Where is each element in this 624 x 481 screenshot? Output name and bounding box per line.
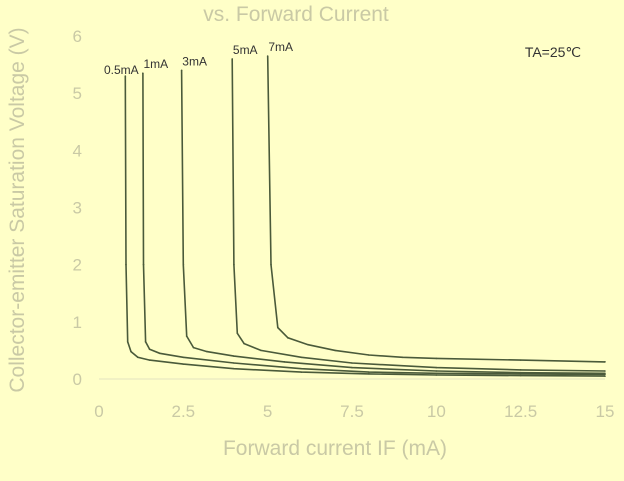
data-point <box>185 335 188 337</box>
data-point <box>124 75 127 77</box>
x-tick-label: 0 <box>94 402 103 421</box>
data-point <box>125 263 127 266</box>
data-point <box>266 55 269 57</box>
data-point <box>233 263 235 266</box>
data-point <box>368 354 370 356</box>
data-point <box>182 263 185 266</box>
chart-title: vs. Forward Current <box>203 3 389 26</box>
data-point <box>206 350 208 353</box>
y-tick-label: 0 <box>73 370 82 389</box>
series-line-1mA <box>142 73 606 376</box>
data-point <box>351 362 353 364</box>
data-point <box>401 356 404 359</box>
x-axis-ticks: 0 2.5 5 7.5 10 12.5 15 <box>94 402 614 421</box>
data-point <box>130 350 132 353</box>
x-axis-title: Forward current IF (mA) <box>223 437 447 460</box>
x-tick-label: 15 <box>596 402 615 421</box>
data-point <box>260 349 262 352</box>
y-tick-label: 3 <box>73 199 82 218</box>
data-point <box>233 355 235 357</box>
series-line-3mA <box>180 70 606 375</box>
y-axis-title: Collector-emitter Saturation Voltage (V) <box>6 27 29 392</box>
data-point <box>233 367 235 370</box>
data-point <box>182 363 185 365</box>
data-point <box>300 356 303 359</box>
data-point <box>243 342 245 345</box>
data-point <box>604 372 606 375</box>
data-point <box>435 370 438 372</box>
data-point <box>276 326 279 329</box>
data-point <box>126 341 129 343</box>
data-point <box>287 337 289 339</box>
data-point <box>368 373 370 375</box>
data-point <box>142 263 145 266</box>
y-tick-label: 6 <box>73 27 82 46</box>
x-tick-label: 5 <box>263 402 272 421</box>
series-label: 3mA <box>182 54 207 68</box>
series-labels: 0.5mA 1mA 3mA 5mA 7mA <box>104 40 293 77</box>
data-point <box>435 357 438 360</box>
data-point <box>233 362 235 364</box>
data-point <box>231 58 234 60</box>
data-point <box>283 361 286 363</box>
data-point <box>148 348 151 351</box>
series-line-7mA <box>266 55 606 363</box>
series-line-5mA <box>231 58 606 372</box>
data-point <box>435 366 438 369</box>
data-point <box>192 346 195 349</box>
series-label: 7mA <box>268 40 293 54</box>
data-point <box>519 371 522 374</box>
x-tick-label: 10 <box>427 402 446 421</box>
data-point <box>236 332 239 335</box>
data-point <box>182 356 185 359</box>
data-point <box>519 359 522 361</box>
y-tick-label: 4 <box>73 141 82 160</box>
data-point <box>604 361 606 363</box>
plot-series <box>124 55 606 377</box>
data-point <box>144 341 147 343</box>
data-point <box>519 374 522 377</box>
x-tick-label: 2.5 <box>172 402 196 421</box>
data-point <box>180 69 183 72</box>
series-label: 0.5mA <box>104 63 139 77</box>
data-point <box>136 356 139 359</box>
data-point <box>604 375 606 377</box>
data-point <box>368 371 370 373</box>
data-point <box>519 369 522 371</box>
data-point <box>307 343 309 346</box>
data-point <box>604 370 606 372</box>
series-line-0.5mA <box>124 75 606 377</box>
data-point <box>300 367 303 370</box>
data-point <box>148 359 151 361</box>
data-point <box>435 372 438 375</box>
y-tick-label: 2 <box>73 256 82 275</box>
x-tick-label: 7.5 <box>340 402 364 421</box>
data-point <box>334 349 336 352</box>
y-tick-label: 1 <box>73 313 82 332</box>
data-point <box>300 371 303 373</box>
temperature-annotation: TA=25℃ <box>525 44 581 60</box>
y-axis-ticks: 0 1 2 3 4 5 6 <box>73 27 82 389</box>
data-point <box>142 72 144 74</box>
data-point <box>270 263 272 266</box>
data-point <box>435 374 438 376</box>
data-point <box>158 352 161 355</box>
series-label: 5mA <box>233 43 258 57</box>
data-point <box>351 366 353 369</box>
y-tick-label: 5 <box>73 84 82 103</box>
x-tick-label: 12.5 <box>504 402 537 421</box>
series-label: 1mA <box>144 57 169 71</box>
